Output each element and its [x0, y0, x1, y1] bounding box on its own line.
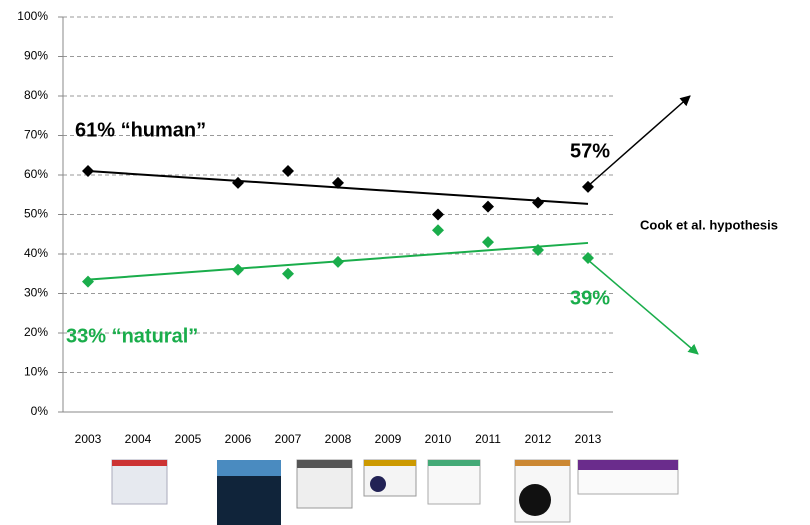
x-tick-label: 2008 [325, 432, 352, 446]
marker [82, 165, 94, 178]
marker [482, 200, 494, 213]
marker [432, 224, 444, 237]
x-tick-label: 2006 [225, 432, 252, 446]
marker [282, 165, 294, 178]
marker [82, 275, 94, 288]
x-tick-label: 2007 [275, 432, 302, 446]
marker [532, 244, 544, 257]
marker [582, 251, 594, 264]
y-tick-label: 40% [24, 246, 48, 260]
marker [482, 236, 494, 249]
x-tick-label: 2012 [525, 432, 552, 446]
annotation: Cook et al. hypothesis [640, 217, 778, 232]
y-tick-label: 10% [24, 365, 48, 379]
arrow-up [587, 95, 691, 187]
plot: 0% 10% 20% 30% 40% 50% 60% 70% 80% 90% 100% 2003 200… [17, 9, 613, 446]
x-tick-label: 2011 [475, 432, 501, 446]
marker [282, 267, 294, 280]
x-tick-label: 2010 [425, 432, 452, 446]
marker [532, 196, 544, 209]
x-tick-label: 2003 [75, 432, 102, 446]
marker [332, 176, 344, 189]
y-tick-label: 0% [31, 404, 49, 418]
arrow-down [587, 259, 699, 355]
y-tick-label: 90% [24, 49, 48, 63]
marker [232, 263, 244, 276]
annotation: 57% [570, 140, 610, 162]
y-tick-label: 20% [24, 325, 48, 339]
annotation: 39% [570, 287, 610, 309]
marker [432, 208, 444, 221]
y-tick-label: 70% [24, 128, 48, 142]
marker [232, 176, 244, 189]
y-tick-label: 50% [24, 207, 48, 221]
annotation: 33% “natural” [66, 325, 198, 347]
marker [332, 255, 344, 268]
y-tick-label: 100% [17, 9, 48, 23]
y-tick-label: 30% [24, 286, 48, 300]
x-tick-label: 2005 [175, 432, 202, 446]
y-tick-label: 60% [24, 167, 48, 181]
thumbnails [111, 459, 679, 525]
x-tick-label: 2009 [375, 432, 402, 446]
x-tick-label: 2004 [125, 432, 152, 446]
y-tick-label: 80% [24, 88, 48, 102]
annotation: 61% “human” [75, 119, 206, 141]
x-tick-label: 2013 [575, 432, 602, 446]
